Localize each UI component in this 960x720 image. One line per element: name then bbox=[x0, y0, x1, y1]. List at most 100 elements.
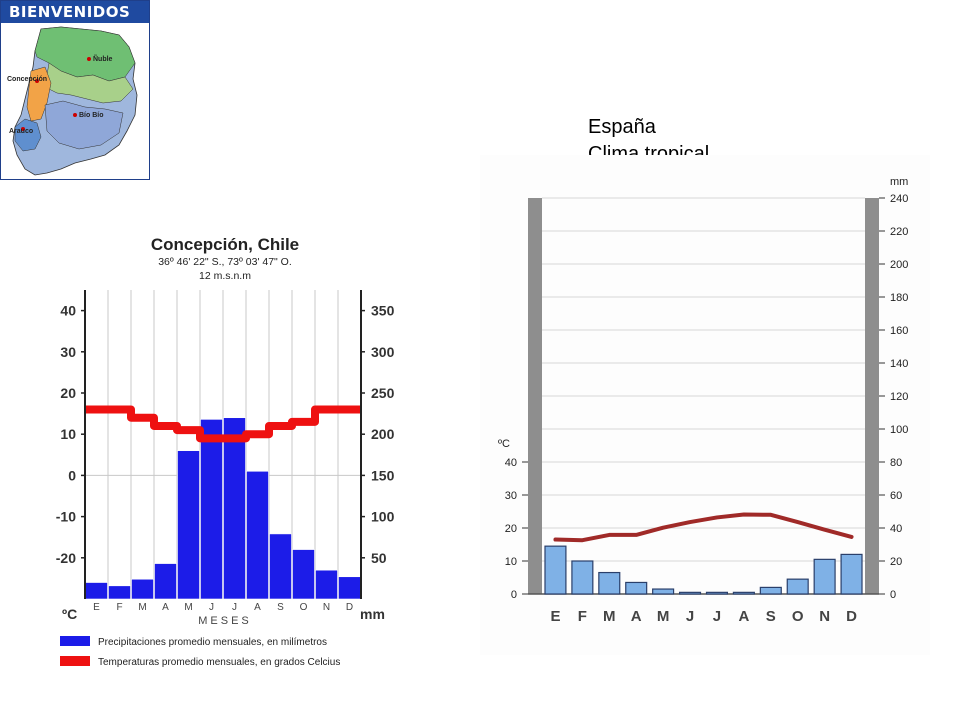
caption-country: España bbox=[588, 116, 656, 138]
precipitation-bar bbox=[786, 578, 809, 595]
map-marker bbox=[73, 113, 77, 117]
month-tick-label: J bbox=[209, 602, 214, 613]
precipitation-tick-label: 240 bbox=[890, 193, 908, 205]
temperature-line bbox=[85, 405, 361, 443]
month-tick-label: J bbox=[686, 608, 694, 625]
month-tick-label: F bbox=[578, 608, 587, 625]
map-region-south bbox=[44, 100, 124, 150]
chart-title: Concepción, Chile bbox=[151, 235, 299, 254]
legend-swatch-temperature bbox=[60, 656, 90, 666]
precipitation-bar bbox=[200, 419, 223, 600]
frame-bar-left bbox=[528, 198, 542, 594]
month-tick-label: A bbox=[254, 602, 261, 613]
temperature-tick-label: 30 bbox=[60, 344, 76, 360]
temperature-tick-label: 40 bbox=[505, 457, 517, 469]
precipitation-tick-label: 180 bbox=[890, 292, 908, 304]
month-tick-label: E bbox=[550, 608, 560, 625]
map-marker bbox=[87, 57, 91, 61]
month-tick-label: O bbox=[792, 608, 804, 625]
precipitation-tick-label: 20 bbox=[890, 556, 902, 568]
plot-axes bbox=[84, 290, 362, 599]
month-tick-label: F bbox=[116, 602, 122, 613]
region-map: Ñuble Concepción Bío Bío Arauco bbox=[7, 26, 138, 176]
temperature-tick-label: 10 bbox=[505, 556, 517, 568]
month-tick-label: M bbox=[657, 608, 670, 625]
precipitation-bar bbox=[598, 571, 621, 595]
temperature-tick-label: 0 bbox=[68, 467, 76, 483]
precipitation-bar bbox=[571, 560, 594, 595]
month-tick-label: D bbox=[346, 602, 353, 613]
precipitation-axis-labels: 350 300 250 200 150 100 50 bbox=[361, 303, 395, 566]
map-region-central bbox=[44, 62, 134, 104]
legend-label-precipitation: Precipitaciones promedio mensuales, en m… bbox=[98, 637, 327, 648]
precipitation-bar bbox=[269, 533, 292, 600]
month-tick-label: S bbox=[766, 608, 776, 625]
temperature-tick-label: 20 bbox=[60, 385, 76, 401]
temperature-tick-label: -20 bbox=[56, 550, 76, 566]
chart-subtitle-coords: 36º 46' 22" S., 73º 03' 47" O. bbox=[158, 256, 292, 268]
legend-label-temperature: Temperaturas promedio mensuales, en grad… bbox=[98, 657, 340, 668]
plot-grid bbox=[528, 197, 879, 595]
precipitation-tick-label: 300 bbox=[371, 344, 395, 360]
map-label-concepcion: Concepción bbox=[7, 76, 47, 83]
precipitation-tick-label: 160 bbox=[890, 325, 908, 337]
month-tick-label: N bbox=[819, 608, 830, 625]
banner-title: BIENVENIDOS bbox=[1, 1, 149, 23]
x-axis-title: MESES bbox=[198, 615, 252, 627]
temperature-tick-label: 10 bbox=[60, 426, 76, 442]
precipitation-bar bbox=[338, 576, 361, 600]
precipitation-tick-label: 50 bbox=[371, 550, 387, 566]
month-tick-label: J bbox=[713, 608, 721, 625]
month-tick-label: M bbox=[138, 602, 146, 613]
precipitation-tick-label: 100 bbox=[371, 509, 395, 525]
month-tick-label: E bbox=[93, 602, 100, 613]
precipitation-bar bbox=[131, 578, 154, 600]
map-marker bbox=[21, 127, 25, 131]
month-tick-label: A bbox=[162, 602, 169, 613]
precipitation-bar bbox=[315, 569, 338, 600]
map-label-nuble: Ñuble bbox=[93, 54, 113, 63]
month-tick-label: S bbox=[277, 602, 284, 613]
precipitation-bar bbox=[705, 591, 729, 595]
precipitation-bar bbox=[678, 591, 702, 595]
precipitation-bar bbox=[154, 563, 177, 600]
precipitation-bars bbox=[85, 417, 361, 600]
temperature-line bbox=[553, 512, 854, 543]
precipitation-unit-label: mm bbox=[360, 606, 385, 622]
welcome-banner: BIENVENIDOS Ñuble Concepción Bío Bío Ara… bbox=[0, 0, 150, 180]
month-tick-label: A bbox=[738, 608, 749, 625]
temperature-tick-label: 30 bbox=[505, 490, 517, 502]
precipitation-tick-label: 250 bbox=[371, 385, 395, 401]
precipitation-tick-label: 60 bbox=[890, 490, 902, 502]
precipitation-bar bbox=[840, 553, 863, 595]
month-tick-label: M bbox=[184, 602, 192, 613]
map-marker bbox=[35, 79, 39, 83]
precipitation-tick-label: 220 bbox=[890, 226, 908, 238]
precipitation-bar bbox=[759, 586, 782, 595]
month-tick-label: A bbox=[631, 608, 642, 625]
precipitation-bar bbox=[108, 585, 131, 600]
month-tick-label: O bbox=[300, 602, 308, 613]
precipitation-tick-label: 40 bbox=[890, 523, 902, 535]
month-tick-label: N bbox=[323, 602, 330, 613]
map-label-arauco: Arauco bbox=[9, 128, 33, 135]
map-region-arauco bbox=[14, 118, 42, 152]
precipitation-tick-label: 0 bbox=[890, 589, 896, 601]
precipitation-bar bbox=[177, 450, 200, 600]
precipitation-bar bbox=[292, 549, 315, 600]
precipitation-tick-label: 200 bbox=[371, 426, 395, 442]
precipitation-bar bbox=[246, 470, 269, 600]
plot-grid bbox=[85, 290, 361, 599]
month-tick-label: M bbox=[603, 608, 616, 625]
concepcion-climograph: Concepción, Chile 36º 46' 22" S., 73º 03… bbox=[56, 235, 395, 668]
temperature-tick-label: 0 bbox=[511, 589, 517, 601]
precipitation-bar bbox=[223, 417, 246, 600]
temperature-tick-label: 40 bbox=[60, 303, 76, 319]
temperature-tick-label: -10 bbox=[56, 509, 76, 525]
precipitation-tick-label: 80 bbox=[890, 457, 902, 469]
temperature-unit-label: ºC bbox=[62, 606, 77, 622]
precipitation-unit-label: mm bbox=[890, 176, 908, 188]
